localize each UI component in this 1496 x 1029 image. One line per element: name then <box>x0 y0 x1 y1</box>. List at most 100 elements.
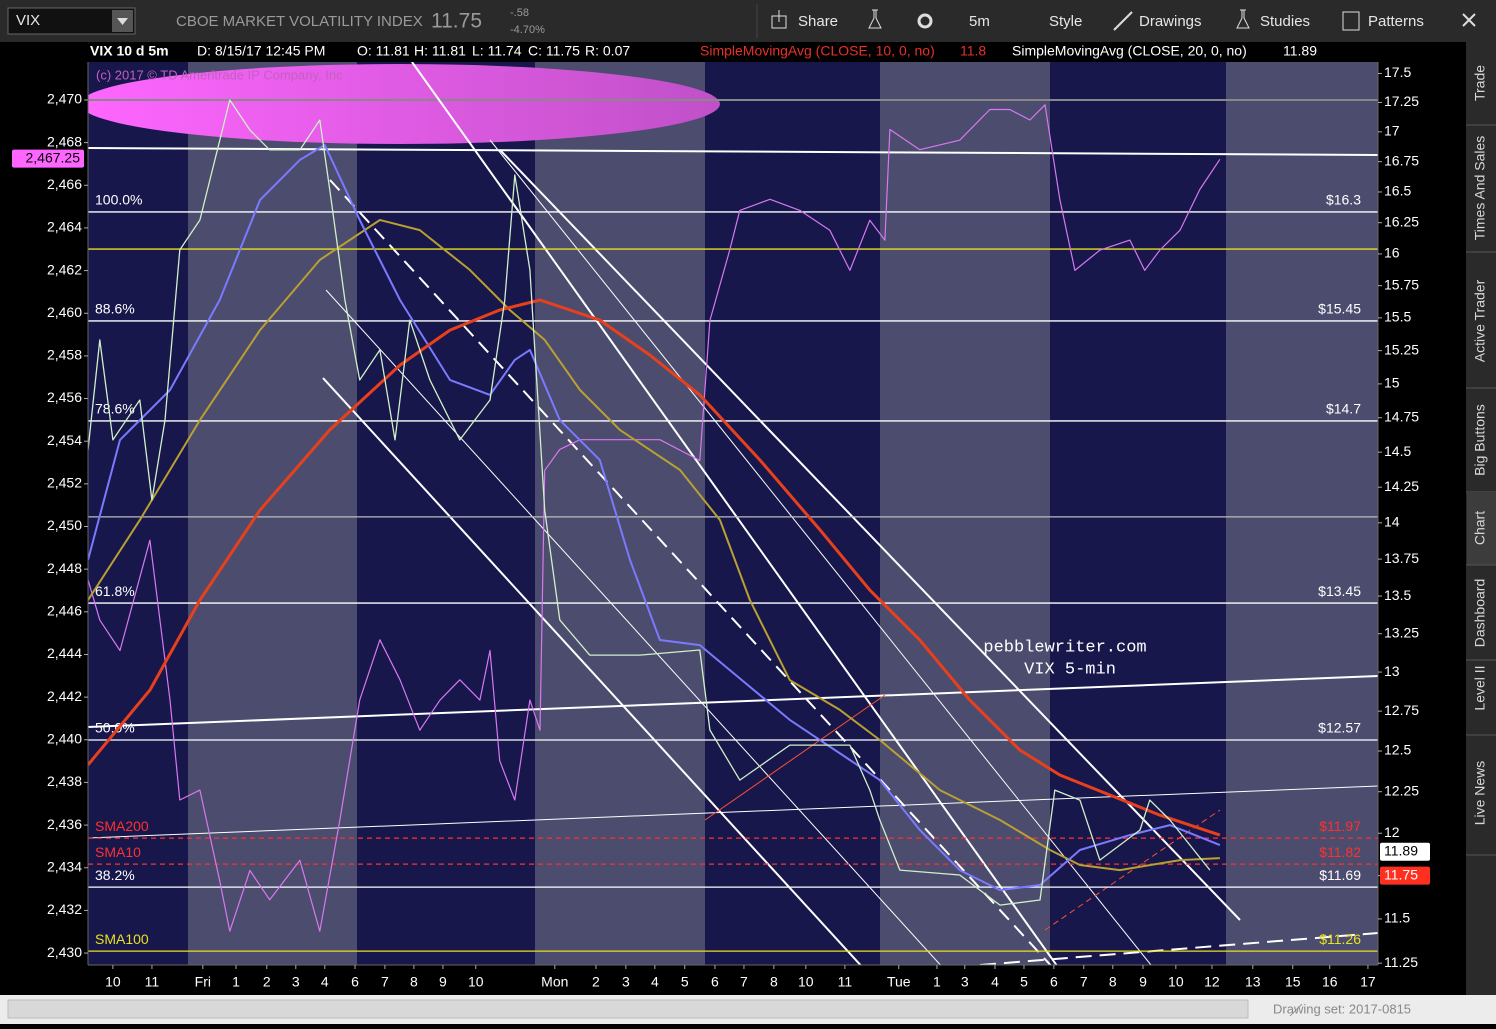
x-tick-label: 4 <box>991 974 999 990</box>
x-tick-label: 7 <box>381 974 389 990</box>
y-tick-label: 2,468 <box>47 133 82 149</box>
sidebar-tab[interactable]: Times And Sales <box>1472 136 1488 241</box>
x-tick-label: 10 <box>468 974 484 990</box>
drawing-line <box>88 147 1378 156</box>
study-label: SimpleMovingAvg (CLOSE, 20, 0, no) <box>1012 43 1247 59</box>
drawing-line <box>325 289 942 965</box>
share-icon <box>771 10 787 29</box>
drawing-line <box>979 932 1378 965</box>
description: CBOE MARKET VOLATILITY INDEX <box>176 13 423 30</box>
drawing-line <box>704 694 886 821</box>
toolbar-button[interactable]: Patterns <box>1368 13 1424 30</box>
study-label: SimpleMovingAvg (CLOSE, 10, 0, no) <box>700 43 935 59</box>
info-item: L: 11.74 <box>472 43 522 59</box>
drawing-line <box>322 377 862 965</box>
patterns-icon <box>1342 11 1360 31</box>
series-line <box>88 144 1221 892</box>
info-item: R: 0.07 <box>585 43 630 59</box>
series-line <box>88 298 1221 837</box>
x-tick-label: 2 <box>592 974 600 990</box>
x-tick-label: 10 <box>1168 974 1184 990</box>
x-tick-label: 5 <box>681 974 689 990</box>
x-tick-label: 7 <box>1080 974 1088 990</box>
pen-icon <box>1113 11 1133 31</box>
sidebar-tab[interactable]: Trade <box>1472 65 1488 101</box>
y2-tick-label: 14.75 <box>1384 408 1419 424</box>
y2-tick-label: 17.5 <box>1384 64 1411 80</box>
x-tick-label: Fri <box>195 974 211 990</box>
y2-tick-label: 12.25 <box>1384 782 1419 798</box>
price-marker-label: 11.75 <box>1384 866 1418 882</box>
y2-tick-label: 15 <box>1384 375 1400 391</box>
toolbar-button[interactable]: Drawings <box>1139 13 1202 30</box>
y2-tick-label: 15.5 <box>1384 309 1411 325</box>
annotation: pebblewriter.com <box>983 638 1146 657</box>
x-tick-label: 9 <box>439 974 447 990</box>
sidebar-tab[interactable]: Active Trader <box>1472 279 1488 362</box>
y2-tick-label: 14.25 <box>1384 478 1419 494</box>
y2-tick-label: 11.5 <box>1384 910 1410 926</box>
y-tick-label: 2,444 <box>47 645 82 661</box>
y-tick-label: 2,470 <box>47 91 82 107</box>
price-marker <box>1380 842 1430 861</box>
tab-active <box>1467 492 1496 565</box>
series-line <box>88 99 1211 906</box>
change: -.58 <box>510 7 529 19</box>
level-label: 61.8% <box>95 583 135 599</box>
level-price: $11.82 <box>1319 844 1361 860</box>
sidebar-tab[interactable]: Dashboard <box>1472 579 1488 648</box>
flask-icon <box>868 9 882 29</box>
scroll-thumb[interactable] <box>7 999 1249 1019</box>
level-price: $12.57 <box>1318 720 1361 736</box>
y-tick-label: 2,432 <box>47 901 82 917</box>
toolbar-button[interactable]: Share <box>798 13 838 30</box>
price-marker <box>1380 866 1430 885</box>
y2-tick-label: 13.75 <box>1384 550 1419 566</box>
y2-tick-label: 11.25 <box>1384 954 1418 970</box>
toolbar-button[interactable]: Style <box>1049 13 1082 30</box>
drawing-line <box>499 149 1241 921</box>
level-label: 78.6% <box>95 401 135 417</box>
sidebar-tab[interactable]: Live News <box>1472 761 1488 826</box>
x-tick-label: 8 <box>1109 974 1117 990</box>
y2-tick-label: 14 <box>1384 514 1400 530</box>
x-tick-label: 3 <box>622 974 630 990</box>
series-line <box>88 219 1220 872</box>
level-price: $13.45 <box>1318 583 1361 599</box>
level-price: $15.45 <box>1318 301 1361 317</box>
close-icon[interactable] <box>1462 13 1476 27</box>
plot-background: 100.0% $16.3 88.6% $15.45 78.6% $14.7 61.8% $13… <box>88 62 1378 965</box>
gear-icon[interactable] <box>917 13 933 29</box>
y-tick-label: 2,462 <box>47 261 82 277</box>
sidebar-tab[interactable]: Big Buttons <box>1472 404 1488 476</box>
sidebar-tab[interactable]: Level II <box>1472 665 1488 710</box>
info-item: D: 8/15/17 12:45 PM <box>197 43 325 59</box>
level-price: $11.26 <box>1319 931 1361 947</box>
change-pct: -4.70% <box>510 24 545 36</box>
y2-tick-label: 12 <box>1384 824 1400 840</box>
y-tick-label: 2,450 <box>47 517 82 533</box>
y-tick-label: 2,436 <box>47 816 82 832</box>
toolbar-button[interactable]: 5m <box>969 13 990 30</box>
y-tick-label: 2,454 <box>47 432 82 448</box>
drawing-line <box>88 675 1378 728</box>
annotation: VIX 5-min <box>1024 660 1116 679</box>
x-tick-label: 11 <box>838 974 853 990</box>
x-tick-label: 1 <box>232 974 240 990</box>
session-band <box>880 62 1050 965</box>
x-tick-label: 2 <box>263 974 271 990</box>
drawing-line <box>88 785 1378 839</box>
level-label: 100.0% <box>95 192 142 208</box>
sidebar-tab[interactable]: Chart <box>1472 511 1488 545</box>
x-tick-label: 6 <box>351 974 359 990</box>
copyright: (c) 2017 © TD Ameritrade IP Company, Inc <box>96 67 343 82</box>
x-tick-label: 16 <box>1322 974 1338 990</box>
y2-tick-label: 16.5 <box>1384 183 1411 199</box>
session-band <box>188 62 357 965</box>
y-tick-label: 2,434 <box>47 858 82 874</box>
x-tick-label: 6 <box>711 974 719 990</box>
level-label: 88.6% <box>95 301 135 317</box>
toolbar-button[interactable]: Studies <box>1260 13 1310 30</box>
y2-tick-label: 15.75 <box>1384 276 1419 292</box>
